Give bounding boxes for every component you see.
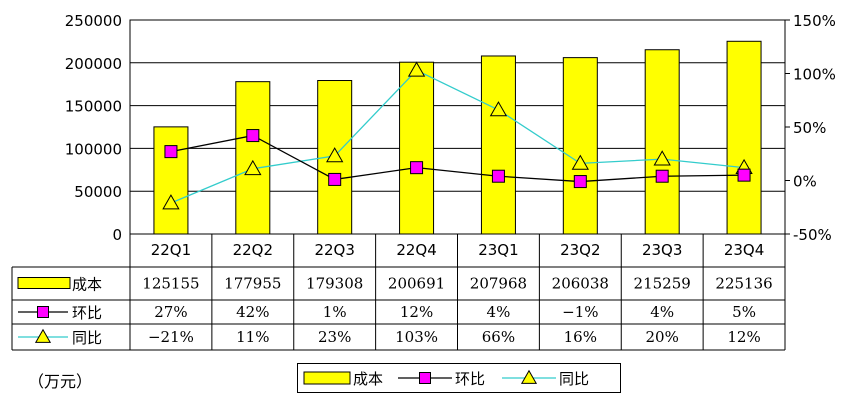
row-key-yoy-marker <box>34 328 52 343</box>
bar-cost <box>726 40 762 235</box>
x-tick-label: 23Q3 <box>642 241 682 259</box>
yoy-line <box>170 69 745 204</box>
table-cell: 12% <box>727 328 760 346</box>
legend-label-mom: 环比 <box>455 370 485 388</box>
table-cell: 200691 <box>388 275 445 293</box>
legend-label-cost: 成本 <box>353 370 383 388</box>
table-cell: 4% <box>650 303 674 321</box>
bar-cost <box>399 61 435 235</box>
row-label-cost: 成本 <box>72 276 102 294</box>
point-yoy <box>489 101 508 117</box>
row-label-mom: 环比 <box>72 304 102 322</box>
bar-cost <box>153 126 189 235</box>
point-yoy <box>653 150 671 166</box>
table-cell: 103% <box>395 328 438 346</box>
point-mom <box>737 168 751 182</box>
table-cell: 215259 <box>634 275 691 293</box>
x-tick-label: 22Q3 <box>314 241 354 259</box>
point-mom <box>655 169 669 183</box>
y-right-tick-label: -50% <box>793 226 832 244</box>
table-cell: 5% <box>732 303 756 321</box>
table-cell: 207968 <box>470 275 527 293</box>
table-cell: 206038 <box>552 275 609 293</box>
table-cell: 66% <box>482 328 515 346</box>
row-label-yoy: 同比 <box>72 329 102 347</box>
point-yoy <box>244 159 262 176</box>
table-cell: 12% <box>400 303 433 321</box>
y-left-tick-label: 250000 <box>65 12 122 30</box>
bar-cost <box>562 57 598 235</box>
legend-key-cost <box>303 371 351 385</box>
table-cell: 11% <box>236 328 269 346</box>
point-yoy <box>407 61 426 77</box>
x-tick-label: 22Q2 <box>233 241 273 259</box>
x-tick-label: 23Q2 <box>560 241 600 259</box>
bar-cost <box>235 81 271 235</box>
table-cell: 27% <box>154 303 187 321</box>
y-right-tick-label: 100% <box>793 66 836 84</box>
mom-line <box>170 134 745 183</box>
point-yoy <box>162 194 180 210</box>
legend-label-yoy: 同比 <box>559 370 589 388</box>
x-tick-label: 23Q4 <box>724 241 764 259</box>
legend-key-yoy-marker <box>520 369 538 384</box>
point-yoy <box>571 154 589 170</box>
y-left-tick-label: 100000 <box>65 140 122 158</box>
table-cell: 23% <box>318 328 351 346</box>
table-cell: 125155 <box>142 275 199 293</box>
unit-label: （万元） <box>28 372 93 391</box>
table-cell: 42% <box>236 303 269 321</box>
x-tick-label: 23Q1 <box>478 241 518 259</box>
table-cell: −1% <box>562 303 598 321</box>
y-left-tick-label: 0 <box>112 226 122 244</box>
table-cell: 4% <box>487 303 511 321</box>
point-mom <box>491 169 505 183</box>
legend-key-mom-marker <box>419 372 431 384</box>
table-cell: 16% <box>564 328 597 346</box>
table-cell: 179308 <box>306 275 363 293</box>
y-left-tick-label: 150000 <box>65 98 122 116</box>
table-cell: 20% <box>646 328 679 346</box>
y-right-tick-label: 50% <box>793 119 826 137</box>
plot-area-frame <box>129 19 786 235</box>
point-yoy <box>326 147 344 163</box>
y-right-tick-label: 0% <box>793 173 817 191</box>
legend-svg: 成本 环比 同比 <box>303 369 589 388</box>
x-tick-label: 22Q1 <box>151 241 191 259</box>
bar-cost <box>644 49 680 235</box>
chart-legend: 成本 环比 同比 <box>297 363 621 393</box>
point-mom <box>246 129 260 143</box>
y-left-tick-label: 200000 <box>65 55 122 73</box>
point-mom <box>328 172 342 186</box>
x-tick-label: 22Q4 <box>396 241 436 259</box>
bar-cost <box>480 55 516 235</box>
row-key-mom-marker <box>37 306 49 318</box>
point-mom <box>410 161 424 175</box>
table-cell: 177955 <box>224 275 281 293</box>
y-left-tick-label: 50000 <box>74 183 122 201</box>
point-mom <box>164 145 178 159</box>
table-cell: 225136 <box>715 275 772 293</box>
table-cell: 1% <box>323 303 347 321</box>
point-mom <box>573 175 587 189</box>
row-key-cost <box>17 277 71 289</box>
table-cell: −21% <box>148 328 194 346</box>
y-right-tick-label: 150% <box>793 12 836 30</box>
